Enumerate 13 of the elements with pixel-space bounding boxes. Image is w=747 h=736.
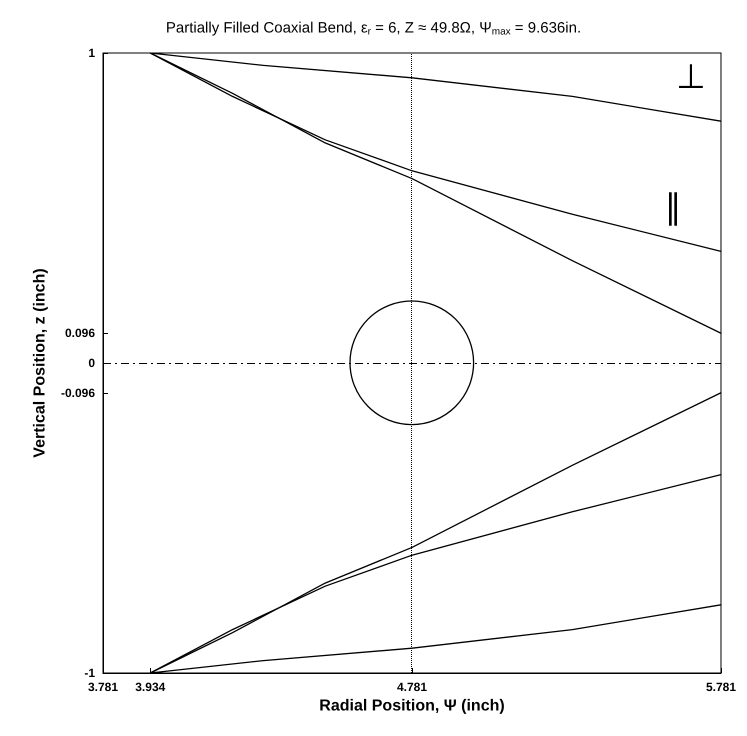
x-tick-label: 4.781 <box>396 680 428 694</box>
y-tick-label: -0.096 <box>60 386 96 400</box>
annotation: ∥ <box>664 187 682 228</box>
x-tick-label: 5.781 <box>706 680 736 694</box>
y-axis-title: Vertical Position, z (inch) <box>32 268 48 458</box>
x-tick-label: 3.781 <box>88 680 118 694</box>
y-tick-label: -1 <box>84 666 96 680</box>
y-tick-label: 0 <box>88 356 96 370</box>
y-tick-label: 0.096 <box>64 326 96 340</box>
x-tick-label: 3.934 <box>135 680 166 694</box>
annotation: ⊥ <box>676 57 706 98</box>
x-axis-title: Radial Position, Ψ (inch) <box>319 698 505 714</box>
y-tick-label: 1 <box>88 46 96 60</box>
